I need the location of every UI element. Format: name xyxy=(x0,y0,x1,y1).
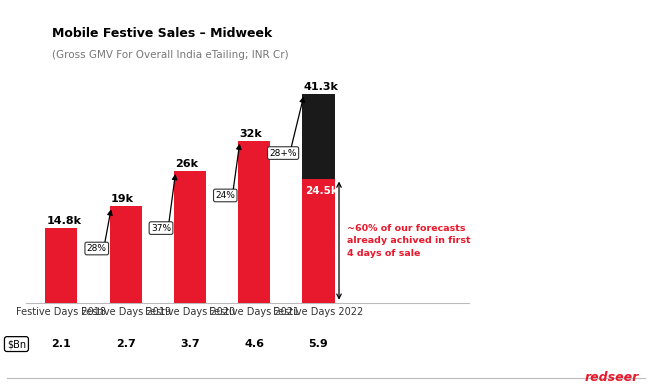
Text: Mobile Festive Sales – Midweek: Mobile Festive Sales – Midweek xyxy=(52,27,273,40)
Text: 37%: 37% xyxy=(151,223,171,232)
Text: 4.6: 4.6 xyxy=(244,339,264,349)
Text: 24%: 24% xyxy=(215,191,235,200)
Text: $Bn: $Bn xyxy=(7,339,26,349)
Text: ~60% of our forecasts
already achived in first
4 days of sale: ~60% of our forecasts already achived in… xyxy=(347,223,470,258)
Text: 28%: 28% xyxy=(87,244,107,253)
Text: 14.8k: 14.8k xyxy=(47,216,82,226)
Text: 5.9: 5.9 xyxy=(308,339,329,349)
Bar xyxy=(303,178,334,303)
Text: 28+%: 28+% xyxy=(269,149,297,158)
Text: 41.3k: 41.3k xyxy=(304,81,338,92)
Text: 19k: 19k xyxy=(111,194,134,204)
Bar xyxy=(238,141,270,303)
Text: (Gross GMV For Overall India eTailing; INR Cr): (Gross GMV For Overall India eTailing; I… xyxy=(52,50,289,61)
Text: redseer: redseer xyxy=(585,371,639,384)
Bar xyxy=(174,171,206,303)
Text: 2.1: 2.1 xyxy=(52,339,71,349)
Bar xyxy=(110,206,141,303)
Bar xyxy=(303,94,334,178)
Text: 2.7: 2.7 xyxy=(116,339,136,349)
Text: 3.7: 3.7 xyxy=(180,339,200,349)
Bar xyxy=(46,228,78,303)
Text: 24.5k: 24.5k xyxy=(306,186,338,196)
Text: 26k: 26k xyxy=(175,159,198,169)
Text: 32k: 32k xyxy=(239,129,262,139)
